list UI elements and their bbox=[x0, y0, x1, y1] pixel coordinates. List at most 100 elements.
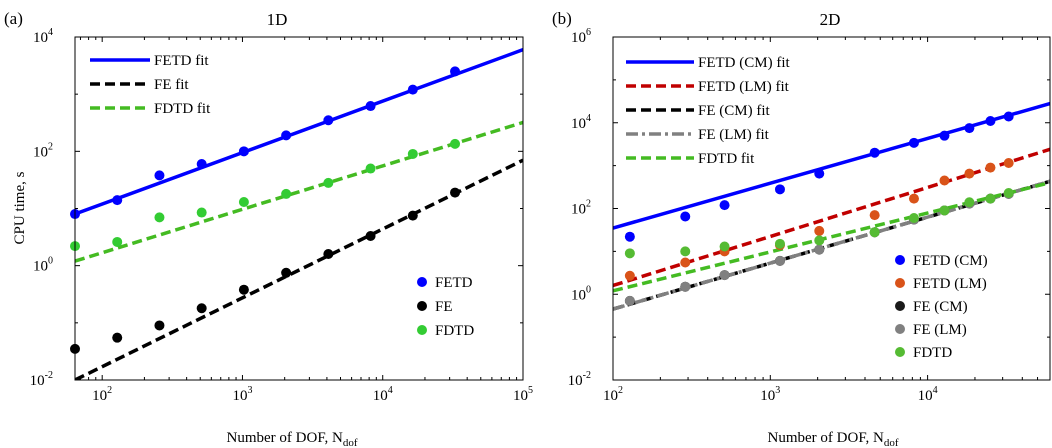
data-point-fdtd bbox=[939, 205, 950, 216]
chart-title: 2D bbox=[820, 10, 841, 29]
y-tick-label: 100 bbox=[33, 256, 53, 275]
tick-labels: 102 103 104 10-2 100 102 104 106 bbox=[568, 27, 938, 404]
y-tick-label: 104 bbox=[571, 113, 591, 132]
data-point-fdtd bbox=[869, 227, 880, 238]
data-point-fetd-cm bbox=[814, 168, 825, 179]
legend-point-label: FETD (CM) bbox=[913, 253, 988, 269]
legend-fit-label: FE fit bbox=[154, 77, 189, 93]
legend-fit-label: FE (CM) fit bbox=[698, 103, 771, 119]
data-point-fetd-cm bbox=[939, 130, 950, 141]
data-point-fdtd bbox=[624, 248, 635, 259]
data-point-fdtd bbox=[196, 207, 207, 218]
legend-point-swatch bbox=[417, 325, 427, 335]
data-point-fdtd bbox=[323, 177, 334, 188]
fit-line-fe-fit bbox=[75, 158, 523, 380]
x-tick-label: 102 bbox=[92, 385, 112, 404]
y-axis-label: CPU time, s bbox=[12, 171, 28, 244]
data-point-fetd-cm bbox=[869, 147, 880, 158]
legend-point-label: FE (CM) bbox=[913, 299, 968, 315]
data-point-fdtd bbox=[774, 238, 785, 249]
data-point-fdtd bbox=[1003, 187, 1014, 198]
x-tick-label: 103 bbox=[232, 385, 252, 404]
data-point-fetd bbox=[450, 66, 461, 77]
data-point-fetd bbox=[281, 130, 292, 141]
y-tick-label: 102 bbox=[571, 199, 591, 218]
data-point-fdtd bbox=[985, 193, 996, 204]
data-point-fetd bbox=[196, 159, 207, 170]
data-point-fetd-cm bbox=[719, 200, 730, 211]
panel-a-1d: (a) 1D CPU time, s Number of DOF, Ndof 1… bbox=[4, 9, 533, 448]
legend-fit-label: FE (LM) fit bbox=[698, 127, 770, 143]
chart-title: 1D bbox=[267, 10, 288, 29]
legend-point-swatch bbox=[895, 347, 905, 357]
data-point-fetd-cm bbox=[624, 231, 635, 242]
tick-labels: 102 103 104 105 10-2 100 102 104 bbox=[30, 27, 533, 404]
fit-line-fetd-fit bbox=[75, 48, 523, 216]
legend-points: FETD FE FDTD bbox=[417, 275, 474, 339]
data-points bbox=[70, 66, 461, 354]
data-points bbox=[624, 111, 1014, 306]
panel-label: (b) bbox=[552, 9, 572, 28]
data-point-fdtd bbox=[964, 197, 975, 208]
data-point-fe bbox=[365, 231, 376, 242]
legend-fit-label: FETD (CM) fit bbox=[698, 55, 790, 71]
data-point-fe-lm bbox=[719, 270, 730, 281]
data-point-fe bbox=[112, 332, 123, 343]
data-point-fetd bbox=[323, 115, 334, 126]
legend-point-label: FE bbox=[435, 299, 453, 315]
data-point-fetd-lm bbox=[908, 193, 919, 204]
data-point-fdtd bbox=[365, 163, 376, 174]
legend-point-label: FETD (LM) bbox=[913, 276, 987, 292]
data-point-fetd bbox=[112, 195, 123, 206]
data-point-fdtd bbox=[450, 138, 461, 149]
legend-point-swatch bbox=[895, 301, 905, 311]
fit-lines bbox=[75, 48, 523, 380]
x-tick-label: 102 bbox=[603, 385, 623, 404]
data-point-fetd-cm bbox=[1003, 111, 1014, 122]
data-point-fe bbox=[323, 248, 334, 259]
legend-point-swatch bbox=[417, 277, 427, 287]
legend-fits: FETD (CM) fit FETD (LM) fit FE (CM) fit FE … bbox=[626, 55, 790, 167]
data-point-fetd-cm bbox=[774, 184, 785, 195]
y-tick-label: 10-2 bbox=[30, 370, 53, 389]
data-point-fe bbox=[238, 284, 249, 295]
fit-line-fdtd-fit bbox=[613, 180, 1050, 293]
data-point-fetd-lm bbox=[814, 225, 825, 236]
data-point-fe-lm bbox=[624, 295, 635, 306]
x-tick-label: 104 bbox=[918, 385, 938, 404]
data-point-fe-lm bbox=[680, 281, 691, 292]
data-point-fetd-lm bbox=[680, 257, 691, 268]
data-point-fetd-lm bbox=[964, 168, 975, 179]
data-point-fdtd bbox=[407, 148, 418, 159]
fit-line-fetd-cm-fit bbox=[613, 101, 1050, 230]
plot-area bbox=[74, 36, 524, 381]
data-point-fetd-cm bbox=[985, 115, 996, 126]
data-point-fetd-cm bbox=[964, 123, 975, 134]
data-point-fetd-lm bbox=[939, 175, 950, 186]
legend-point-swatch bbox=[417, 301, 427, 311]
y-tick-label: 100 bbox=[571, 284, 591, 303]
y-tick-label: 106 bbox=[571, 27, 591, 46]
data-point-fetd-cm bbox=[908, 137, 919, 148]
data-point-fe bbox=[407, 210, 418, 221]
x-axis-label: Number of DOF, Ndof bbox=[227, 430, 358, 448]
legend-points: FETD (CM) FETD (LM) FE (CM) FE (LM) FDTD bbox=[895, 253, 988, 361]
data-point-fe bbox=[450, 187, 461, 198]
y-tick-label: 102 bbox=[33, 141, 53, 160]
data-point-fetd bbox=[407, 84, 418, 95]
y-tick-label: 104 bbox=[33, 27, 53, 46]
y-tick-label: 10-2 bbox=[568, 370, 591, 389]
data-point-fdtd bbox=[238, 196, 249, 207]
data-point-fe bbox=[196, 303, 207, 314]
data-point-fdtd bbox=[908, 213, 919, 224]
legend-fit-label: FDTD fit bbox=[698, 151, 755, 167]
data-point-fetd-lm bbox=[1003, 158, 1014, 169]
data-point-fetd-cm bbox=[680, 211, 691, 222]
data-point-fe bbox=[281, 267, 292, 278]
panel-b-2d: (b) 2D Number of DOF, Ndof 102 103 104 10-2… bbox=[552, 9, 1051, 448]
data-point-fe-lm bbox=[814, 244, 825, 255]
legend-point-label: FDTD bbox=[435, 323, 474, 339]
legend-point-swatch bbox=[895, 324, 905, 334]
data-point-fetd bbox=[238, 146, 249, 157]
